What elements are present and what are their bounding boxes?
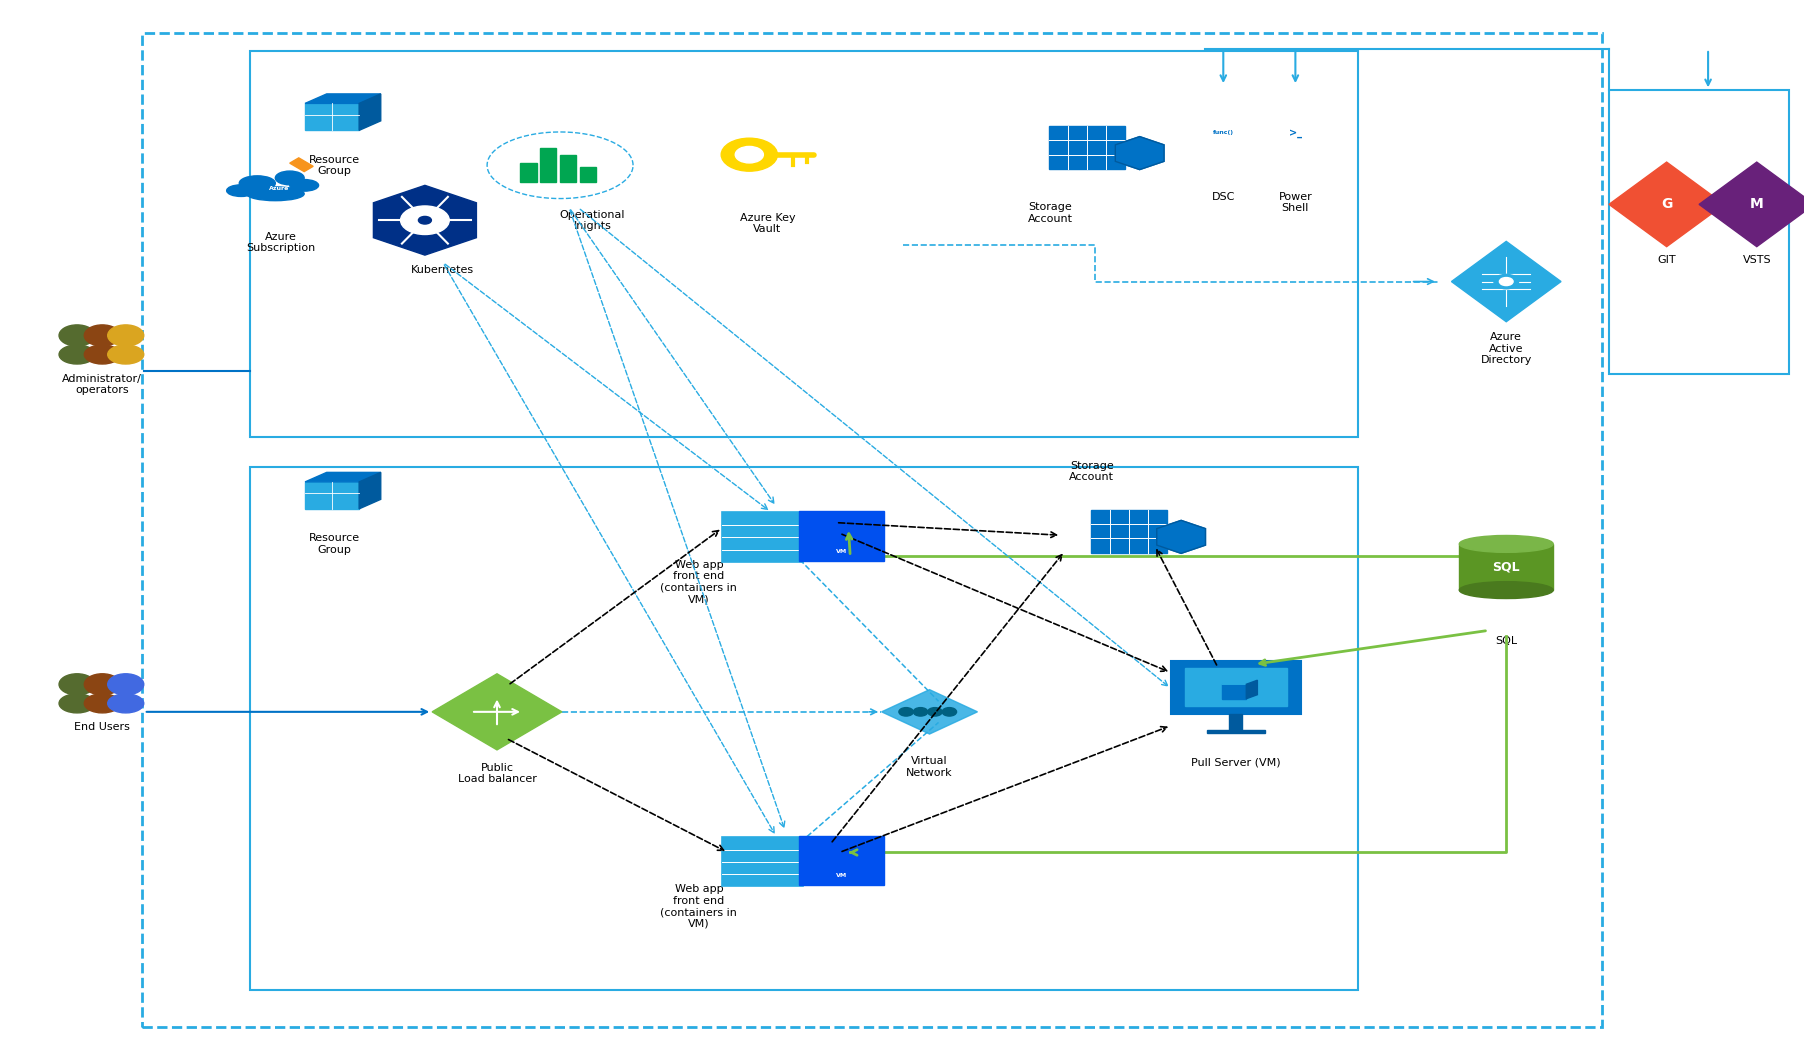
Bar bbox=[540, 148, 556, 182]
Text: VSTS: VSTS bbox=[1742, 255, 1771, 265]
Polygon shape bbox=[305, 482, 359, 509]
Text: Pull Server (VM): Pull Server (VM) bbox=[1191, 757, 1282, 767]
Bar bbox=[1208, 729, 1265, 734]
Ellipse shape bbox=[1458, 582, 1552, 599]
Text: VM: VM bbox=[836, 549, 847, 553]
Text: Azure
Active
Directory: Azure Active Directory bbox=[1480, 332, 1532, 366]
Bar bbox=[560, 155, 576, 182]
Circle shape bbox=[735, 146, 764, 163]
Polygon shape bbox=[1451, 242, 1561, 322]
Circle shape bbox=[942, 708, 957, 717]
Ellipse shape bbox=[108, 694, 144, 713]
Circle shape bbox=[1500, 278, 1513, 285]
Ellipse shape bbox=[276, 171, 305, 184]
Text: Storage
Account: Storage Account bbox=[1027, 202, 1072, 224]
Circle shape bbox=[60, 674, 96, 695]
Polygon shape bbox=[881, 690, 978, 734]
Bar bbox=[579, 167, 596, 182]
Bar bbox=[520, 163, 536, 182]
Text: Power
Shell: Power Shell bbox=[1278, 192, 1312, 213]
Polygon shape bbox=[1699, 162, 1805, 247]
Polygon shape bbox=[1608, 162, 1724, 247]
Polygon shape bbox=[305, 94, 381, 104]
Ellipse shape bbox=[247, 187, 305, 200]
Text: Web app
front end
(containers in
VM): Web app front end (containers in VM) bbox=[661, 560, 736, 604]
Bar bbox=[1090, 510, 1166, 552]
Circle shape bbox=[85, 674, 121, 695]
Bar bbox=[1049, 126, 1125, 169]
Text: Administrator/
operators: Administrator/ operators bbox=[63, 373, 143, 395]
Ellipse shape bbox=[227, 184, 256, 196]
Text: >_: >_ bbox=[1289, 128, 1301, 138]
Bar bbox=[251, 466, 1359, 990]
Polygon shape bbox=[291, 158, 314, 172]
Circle shape bbox=[85, 325, 121, 346]
Text: End Users: End Users bbox=[74, 723, 130, 732]
Text: Kubernetes: Kubernetes bbox=[412, 265, 475, 275]
Polygon shape bbox=[305, 104, 359, 130]
Ellipse shape bbox=[85, 694, 121, 713]
Text: func(): func() bbox=[1213, 130, 1235, 136]
Bar bbox=[800, 511, 884, 561]
Text: Public
Load balancer: Public Load balancer bbox=[457, 762, 536, 784]
Bar bbox=[1171, 660, 1301, 714]
Text: GIT: GIT bbox=[1657, 255, 1677, 265]
Bar bbox=[1262, 106, 1328, 157]
Polygon shape bbox=[374, 186, 477, 255]
Polygon shape bbox=[1222, 681, 1258, 685]
Circle shape bbox=[913, 708, 928, 717]
Ellipse shape bbox=[1458, 535, 1552, 552]
Text: Web app
front end
(containers in
VM): Web app front end (containers in VM) bbox=[661, 884, 736, 929]
Text: Storage
Account: Storage Account bbox=[1069, 461, 1114, 482]
Polygon shape bbox=[1115, 137, 1164, 170]
Circle shape bbox=[108, 325, 144, 346]
Bar bbox=[251, 51, 1359, 437]
Ellipse shape bbox=[85, 344, 121, 364]
Text: Azure: Azure bbox=[269, 186, 289, 191]
Text: Resource
Group: Resource Group bbox=[309, 155, 361, 176]
Text: DSC: DSC bbox=[1211, 192, 1235, 201]
Text: Virtual
Network: Virtual Network bbox=[906, 756, 953, 778]
Text: Operational
Inights: Operational Inights bbox=[560, 210, 625, 231]
Circle shape bbox=[722, 138, 778, 171]
Ellipse shape bbox=[108, 344, 144, 364]
Bar bbox=[143, 33, 1601, 1027]
Text: SQL: SQL bbox=[1495, 636, 1518, 646]
Ellipse shape bbox=[291, 179, 318, 191]
Circle shape bbox=[419, 216, 431, 224]
Circle shape bbox=[1495, 275, 1518, 288]
Text: Azure Key
Vault: Azure Key Vault bbox=[740, 213, 796, 234]
Text: Resource
Group: Resource Group bbox=[309, 533, 361, 554]
Circle shape bbox=[60, 325, 96, 346]
Text: M: M bbox=[1749, 197, 1763, 211]
Circle shape bbox=[899, 708, 913, 717]
Text: VM: VM bbox=[836, 873, 847, 878]
Polygon shape bbox=[305, 473, 381, 482]
Text: Azure
Subscription: Azure Subscription bbox=[245, 232, 316, 253]
Bar bbox=[1458, 544, 1552, 590]
Bar bbox=[1186, 668, 1287, 706]
Bar bbox=[1222, 685, 1245, 699]
Text: G: G bbox=[1661, 197, 1671, 211]
Circle shape bbox=[401, 206, 449, 234]
Polygon shape bbox=[359, 473, 381, 509]
Ellipse shape bbox=[60, 344, 96, 364]
Bar bbox=[1608, 90, 1789, 373]
Polygon shape bbox=[1157, 520, 1206, 553]
Bar bbox=[722, 836, 803, 886]
Circle shape bbox=[108, 674, 144, 695]
Circle shape bbox=[928, 708, 942, 717]
Bar bbox=[1189, 106, 1256, 157]
Ellipse shape bbox=[60, 694, 96, 713]
Ellipse shape bbox=[240, 176, 276, 191]
Bar bbox=[1229, 714, 1242, 731]
Text: SQL: SQL bbox=[1493, 561, 1520, 573]
Bar bbox=[800, 835, 884, 885]
Polygon shape bbox=[1245, 681, 1258, 699]
Polygon shape bbox=[359, 94, 381, 130]
Bar bbox=[722, 512, 803, 562]
Polygon shape bbox=[431, 674, 561, 749]
